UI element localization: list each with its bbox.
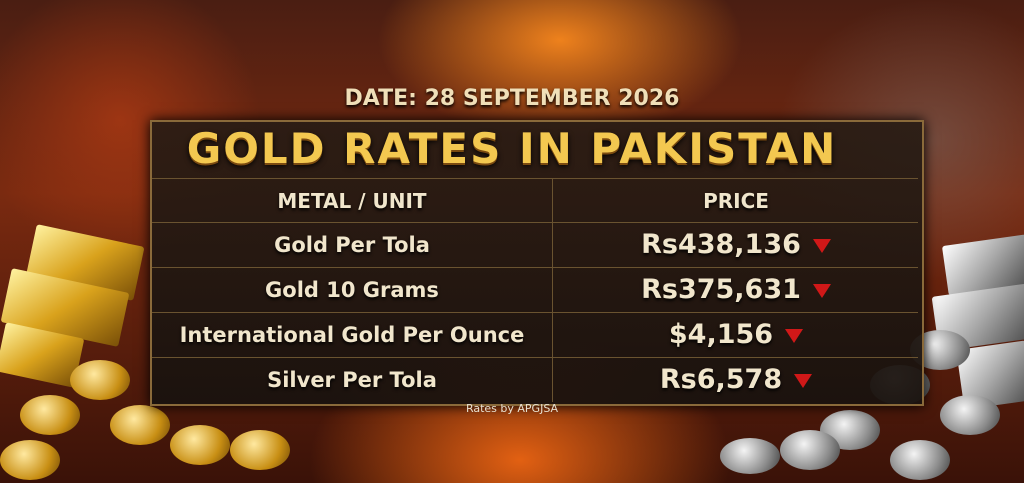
- table-row: Gold 10 Grams Rs375,631: [152, 267, 918, 312]
- silver-coin: [890, 440, 950, 480]
- metal-cell: Silver Per Tola: [267, 368, 437, 392]
- price-cell: Rs438,136: [552, 223, 919, 267]
- header-cell: METAL / UNIT: [277, 189, 427, 213]
- price-text: $4,156: [668, 319, 774, 350]
- header-row: METAL / UNIT PRICE: [152, 178, 918, 223]
- table-panel: [150, 120, 924, 406]
- metal-cell: Gold 10 Grams: [265, 278, 439, 302]
- metal-cell: Gold Per Tola: [274, 233, 430, 257]
- down-arrow: [812, 238, 831, 253]
- gold-coin: [170, 425, 230, 465]
- table-row: Gold Per Tola Rs438,136: [152, 222, 918, 267]
- price-cell: Rs375,631: [552, 268, 919, 312]
- silver-coin: [720, 438, 780, 474]
- price-cell: Rs6,578: [552, 358, 919, 402]
- table-row: International Gold Per Ounce $4,156: [152, 312, 918, 357]
- silver-coin: [940, 395, 1000, 435]
- gold-coin: [70, 360, 130, 400]
- gold-coin: [0, 440, 60, 480]
- down-arrow: [785, 328, 804, 343]
- price-text: Rs375,631: [641, 274, 801, 305]
- table-row: Silver Per Tola Rs6,578: [152, 357, 918, 402]
- price-text: Rs438,136: [641, 229, 801, 260]
- down-arrow: [794, 373, 813, 388]
- gold-coin: [20, 395, 80, 435]
- price-cell: $4,156: [552, 313, 919, 357]
- down-arrow: [812, 283, 831, 298]
- title: GOLD RATES IN PAKISTAN: [186, 124, 838, 173]
- gold-coin: [230, 430, 290, 470]
- silver-coin: [780, 430, 840, 470]
- footer: Rates by APGJSA: [465, 402, 559, 415]
- date: DATE: 28 SEPTEMBER 2026: [344, 86, 680, 111]
- price-text: Rs6,578: [659, 364, 783, 395]
- header-cell: PRICE: [552, 179, 919, 223]
- metal-cell: International Gold Per Ounce: [179, 323, 525, 347]
- gold-coin: [110, 405, 170, 445]
